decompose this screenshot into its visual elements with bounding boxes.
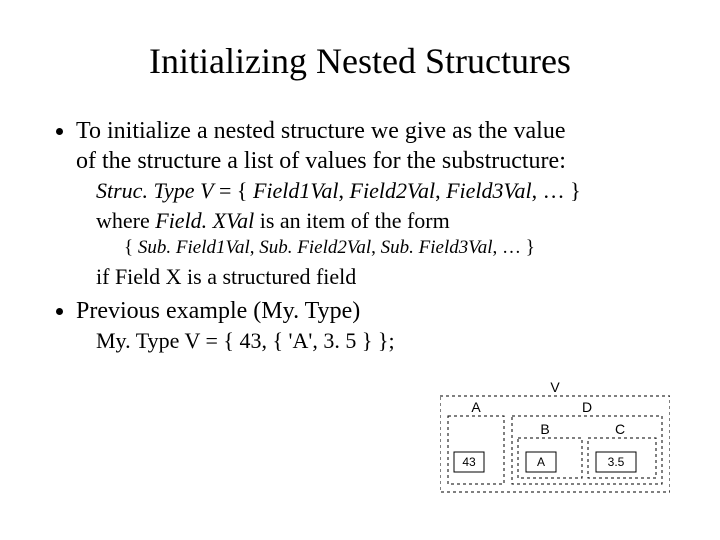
sub3-close: , … }	[493, 237, 535, 258]
diagram-d-label: D	[582, 399, 592, 415]
sub3-sep1: ,	[250, 237, 260, 258]
sub3-sep2: ,	[371, 237, 381, 258]
end1: , … }	[532, 178, 581, 203]
where-post: is an item of the form	[254, 208, 450, 233]
sep2: ,	[435, 178, 446, 203]
bullet-2: Previous example (My. Type) My. Type V =…	[76, 296, 670, 356]
bullet-1-line2: of the structure a list of values for th…	[76, 148, 566, 174]
field3: Field3Val	[446, 178, 532, 203]
diagram-val-c: 3.5	[608, 455, 625, 469]
bullet-1-sub4: if Field X is a structured field	[96, 262, 670, 292]
bullet-1-line1: To initialize a nested structure we give…	[76, 118, 565, 144]
bullet-1-sub3: { Sub. Field1Val, Sub. Field2Val, Sub. F…	[124, 235, 670, 262]
subfield1: Sub. Field1Val	[138, 237, 250, 258]
diagram-val-a: 43	[462, 455, 476, 469]
diagram-svg: V A D B C 43 A 3.5	[440, 380, 670, 495]
bullet-1: To initialize a nested structure we give…	[76, 116, 670, 292]
eq-open: = {	[214, 178, 253, 203]
bullet-1-sub1: Struc. Type V = { Field1Val, Field2Val , …	[96, 176, 670, 206]
subfield2: Sub. Field2Val	[259, 237, 371, 258]
bullet-2-sub1: My. Type V = { 43, { 'A', 3. 5 } };	[96, 326, 670, 356]
fieldxval: Field. XVal	[155, 208, 254, 233]
diagram-a-label: A	[471, 399, 481, 415]
struct-diagram: V A D B C 43 A 3.5	[440, 380, 670, 495]
sep1: ,	[339, 178, 350, 203]
field1: Field1Val	[253, 178, 339, 203]
slide-title: Initializing Nested Structures	[50, 40, 670, 82]
diagram-v-label: V	[550, 380, 560, 395]
diagram-col-a-box	[448, 416, 504, 484]
where-pre: where	[96, 208, 155, 233]
bullet-list: To initialize a nested structure we give…	[50, 116, 670, 355]
diagram-c-label: C	[615, 421, 625, 437]
struct-type-label: Struc. Type V	[96, 178, 214, 203]
field2: Field2Val	[350, 178, 436, 203]
slide: Initializing Nested Structures To initia…	[0, 0, 720, 540]
bullet-2-text: Previous example (My. Type)	[76, 298, 360, 324]
subfield3: Sub. Field3Val	[381, 237, 493, 258]
diagram-b-label: B	[540, 421, 549, 437]
sub3-open: {	[124, 237, 138, 258]
bullet-1-sub2: where Field. XVal is an item of the form	[96, 206, 670, 236]
diagram-val-b: A	[537, 455, 545, 469]
